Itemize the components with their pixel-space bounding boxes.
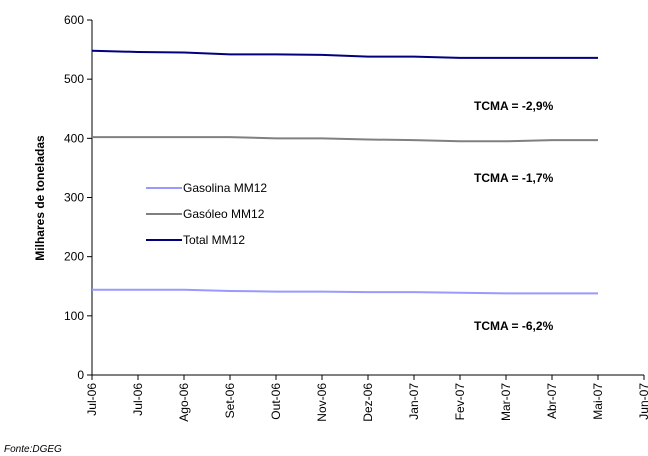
x-tick-label: Fev-07 xyxy=(453,383,467,421)
annotation: TCMA = -6,2% xyxy=(474,319,554,333)
y-axis-label: Milhares de toneladas xyxy=(33,135,47,261)
x-tick-label: Ago-06 xyxy=(177,383,191,422)
series-line xyxy=(91,49,598,59)
y-tick-label: 400 xyxy=(64,131,84,145)
legend-label: Gasóleo MM12 xyxy=(183,207,265,221)
y-tick-label: 0 xyxy=(77,368,84,382)
x-tick-label: Mar-07 xyxy=(499,383,513,421)
x-tick-label: Jul-06 xyxy=(85,383,99,416)
series-line xyxy=(92,288,598,295)
x-tick-label: Abr-07 xyxy=(545,383,559,419)
x-tick-label: Set-06 xyxy=(223,383,237,419)
x-tick-label: Mai-07 xyxy=(591,383,605,420)
x-tick-label: Jul-06 xyxy=(131,383,145,416)
y-tick-label: 500 xyxy=(64,72,84,86)
x-tick-label: Jun-07 xyxy=(637,383,648,420)
series-line xyxy=(92,136,598,143)
legend-label: Gasolina MM12 xyxy=(183,181,267,195)
x-tick-label: Nov-06 xyxy=(315,383,329,422)
source: Fonte:DGEG xyxy=(4,444,62,455)
x-tick-label: Jan-07 xyxy=(407,383,421,420)
y-tick-label: 100 xyxy=(64,309,84,323)
y-tick-label: 200 xyxy=(64,250,84,264)
x-tick-label: Dez-06 xyxy=(361,383,375,422)
annotation: TCMA = -1,7% xyxy=(474,171,554,185)
x-tick-label: Out-06 xyxy=(269,383,283,420)
y-tick-label: 300 xyxy=(64,191,84,205)
y-tick-label: 600 xyxy=(64,13,84,27)
annotation: TCMA = -2,9% xyxy=(474,99,554,113)
legend-label: Total MM12 xyxy=(183,233,245,247)
